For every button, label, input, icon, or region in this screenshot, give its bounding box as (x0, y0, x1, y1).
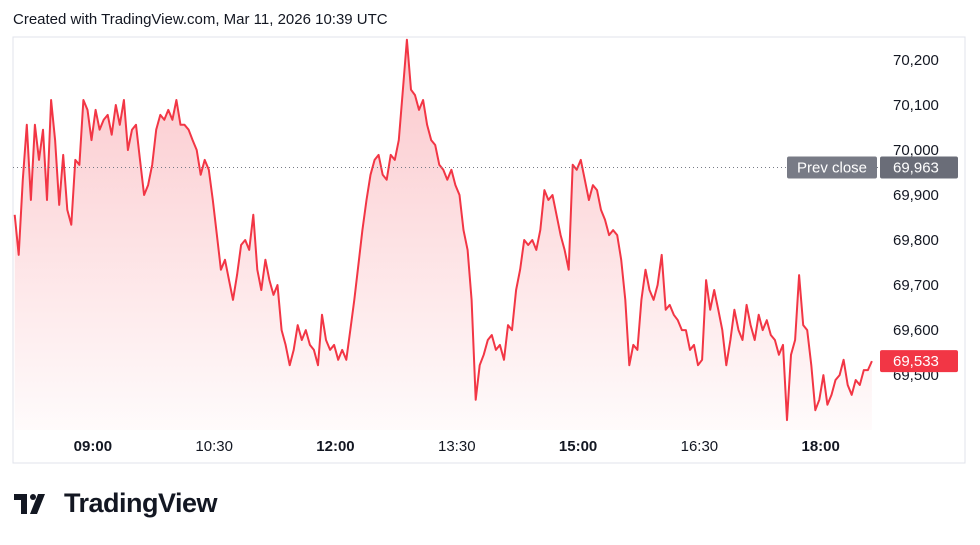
x-tick-label: 13:30 (438, 438, 476, 455)
x-tick-label: 18:00 (802, 438, 840, 455)
brand: TradingView (64, 488, 219, 518)
prev-close-label: Prev close (797, 160, 867, 177)
y-tick-label: 70,100 (893, 97, 939, 114)
logo (14, 494, 45, 514)
header: Created with TradingView.com, Mar 11, 20… (13, 11, 388, 28)
x-tick-label: 15:00 (559, 438, 597, 455)
x-tick-label: 12:00 (316, 438, 354, 455)
y-tick-label: 69,900 (893, 187, 939, 204)
x-tick-label: 16:30 (681, 438, 719, 455)
prev-close-value: 69,963 (893, 160, 939, 177)
prev-close-value-box (880, 156, 958, 179)
last-value-box (880, 350, 958, 373)
x-tick-label: 09:00 (74, 438, 112, 455)
area (14, 39, 872, 430)
y-tick-label: 69,700 (893, 277, 939, 294)
prev-close-label-box (787, 156, 877, 179)
y-tick-label: 69,600 (893, 322, 939, 339)
y-tick-label: 69,800 (893, 232, 939, 249)
y-tick-label: 70,000 (893, 142, 939, 159)
price-line (13, 38, 873, 422)
panel (12, 36, 966, 464)
x-tick-label: 10:30 (195, 438, 233, 455)
y-tick-label: 70,200 (893, 52, 939, 69)
last-value-label: 69,533 (893, 353, 939, 370)
